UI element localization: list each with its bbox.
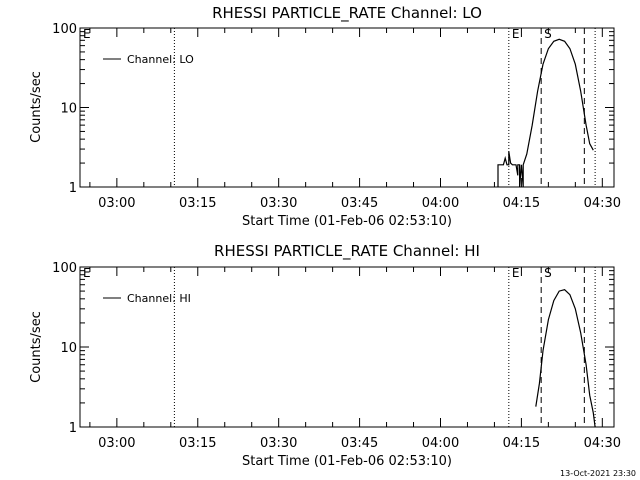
y-tick-label: 1 [69, 181, 77, 196]
legend-label: Channel: HI [127, 292, 191, 305]
x-tick-label: 04:30 [584, 196, 621, 211]
x-tick-label: 04:00 [422, 436, 459, 451]
x-axis-label: Start Time (01-Feb-06 02:53:10) [242, 214, 452, 229]
x-tick-label: 03:45 [341, 196, 378, 211]
x-tick-label: 03:15 [179, 196, 216, 211]
chart-panel-hi: RHESSI PARTICLE_RATE Channel: HI Counts/… [29, 242, 621, 469]
y-axis-label: Counts/sec [29, 311, 44, 383]
event-marker-label: S [544, 266, 552, 280]
chart-title: RHESSI PARTICLE_RATE Channel: LO [212, 4, 482, 23]
series-line [535, 289, 596, 428]
plot-area-frame [79, 27, 615, 188]
x-tick-label: 03:30 [260, 436, 297, 451]
x-tick-label: 04:15 [503, 436, 540, 451]
plot-area-frame [79, 266, 615, 428]
event-marker-label: E [512, 266, 520, 280]
x-tick-label: 04:30 [584, 436, 621, 451]
chart-title: RHESSI PARTICLE_RATE Channel: HI [214, 242, 480, 261]
x-tick-label: 03:00 [98, 436, 135, 451]
x-tick-label: 03:15 [179, 436, 216, 451]
y-tick-label: 100 [52, 22, 77, 37]
y-tick-label: 1 [69, 421, 77, 436]
x-tick-label: 03:30 [260, 196, 297, 211]
footer-date: 13-Oct-2021 23:30 [560, 469, 636, 478]
legend-label: Channel: LO [127, 53, 194, 66]
x-tick-label: 04:15 [503, 196, 540, 211]
y-axis-label: Counts/sec [29, 71, 44, 143]
series-line [497, 38, 594, 188]
y-tick-label: 10 [60, 341, 77, 356]
event-marker-label: E [512, 27, 520, 41]
x-tick-label: 03:45 [341, 436, 378, 451]
y-tick-label: 10 [60, 102, 77, 117]
event-marker-label: E [83, 27, 91, 41]
x-tick-label: 04:00 [422, 196, 459, 211]
x-tick-label: 03:00 [98, 196, 135, 211]
y-tick-label: 100 [52, 261, 77, 276]
x-axis-label: Start Time (01-Feb-06 02:53:10) [242, 454, 452, 469]
event-marker-label: E [83, 266, 91, 280]
chart-panel-lo: RHESSI PARTICLE_RATE Channel: LO Counts/… [29, 4, 621, 229]
event-marker-label: S [544, 27, 552, 41]
